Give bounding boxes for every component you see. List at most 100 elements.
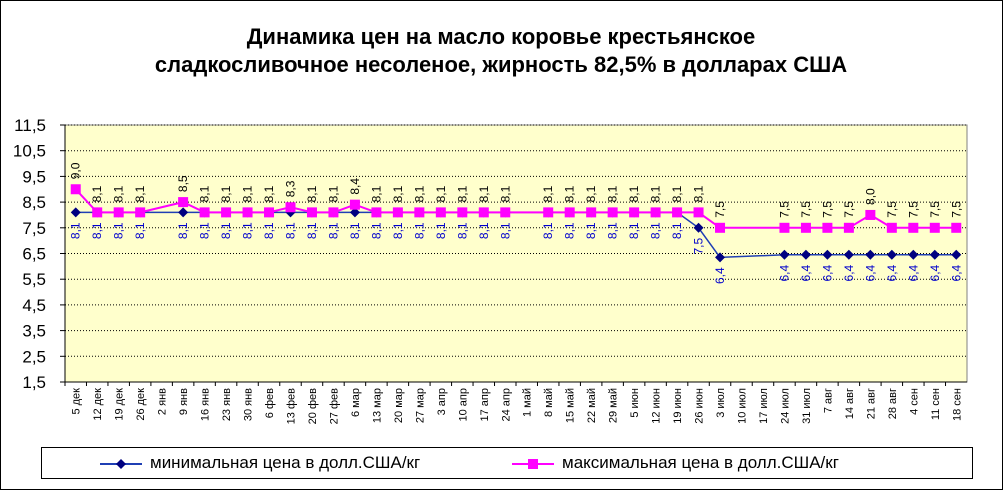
marker-max-price [328,207,339,218]
x-tick-label: 13 фев [286,388,298,424]
data-label-min-price: 6,4 [842,264,856,281]
marker-max-price [715,222,726,233]
data-label-max-price: 7,5 [928,201,942,218]
data-label-min-price: 6,4 [906,264,920,281]
y-tick-label: 1,5 [22,373,46,392]
marker-max-price [908,222,919,233]
marker-max-price [693,207,704,218]
data-label-max-price: 7,5 [885,201,899,218]
x-tick-label: 12 июн [651,388,663,424]
data-label-min-price: 6,4 [863,264,877,281]
x-tick-label: 24 июл [779,388,791,424]
y-tick-label: 11,5 [14,116,46,135]
data-label-min-price: 6,4 [777,264,791,281]
marker-min-price [822,249,833,260]
marker-max-price [564,207,575,218]
marker-max-price [951,222,962,233]
data-label-min-price: 8,1 [649,222,663,239]
data-label-min-price: 8,1 [284,222,298,239]
data-label-min-price: 8,1 [198,222,212,239]
marker-min-price [70,207,81,218]
marker-min-price [951,249,962,260]
data-label-min-price: 8,1 [391,222,405,239]
data-label-max-price: 8,1 [541,185,555,202]
data-label-min-price: 6,4 [949,264,963,281]
data-label-max-price: 8,1 [649,185,663,202]
x-tick-label: 4 сен [908,388,920,415]
marker-min-price [779,249,790,260]
data-label-min-price: 8,1 [348,222,362,239]
data-label-max-price: 9,0 [69,162,83,179]
data-label-min-price: 8,1 [176,222,190,239]
data-label-min-price: 6,4 [928,264,942,281]
x-tick-label: 11 сен [930,388,942,420]
y-tick-label: 5,5 [22,270,46,289]
data-label-max-price: 8,1 [692,185,706,202]
marker-max-price [264,207,275,218]
data-label-min-price: 8,1 [455,222,469,239]
marker-max-price [371,207,382,218]
x-tick-label: 27 мар [414,388,426,423]
data-label-min-price: 8,1 [627,222,641,239]
marker-max-price [500,207,511,218]
data-label-max-price: 8,1 [219,185,233,202]
data-label-max-price: 7,5 [906,201,920,218]
marker-max-price [478,207,489,218]
chart-title: Динамика цен на масло коровье крестьянск… [91,23,911,79]
data-label-max-price: 8,5 [176,175,190,192]
data-label-min-price: 8,1 [563,222,577,239]
data-label-min-price: 6,4 [820,264,834,281]
x-tick-label: 19 июн [672,388,684,424]
data-label-min-price: 8,1 [434,222,448,239]
data-label-max-price: 7,5 [713,201,727,218]
legend-swatch-max-icon [512,459,554,469]
marker-max-price [435,207,446,218]
data-label-max-price: 8,1 [563,185,577,202]
data-label-max-price: 8,4 [348,178,362,195]
data-label-max-price: 8,1 [412,185,426,202]
x-tick-label: 3 апр [436,388,448,415]
marker-max-price [629,207,640,218]
x-tick-label: 26 дек [135,388,147,421]
marker-max-price [349,199,360,210]
x-tick-label: 5 дек [71,388,83,415]
data-label-max-price: 8,1 [133,185,147,202]
marker-max-price [285,202,296,213]
chart-title-line-2: сладкосливочное несоленое, жирность 82,5… [154,52,848,77]
data-label-min-price: 8,1 [112,222,126,239]
marker-min-price [715,252,726,263]
data-label-min-price: 6,4 [885,264,899,281]
data-label-max-price: 7,5 [949,201,963,218]
data-label-min-price: 8,1 [219,222,233,239]
y-tick-label: 7,5 [22,219,46,238]
data-label-max-price: 8,1 [112,185,126,202]
data-label-min-price: 8,1 [305,222,319,239]
data-label-min-price: 8,1 [90,222,104,239]
data-label-max-price: 8,1 [477,185,491,202]
marker-max-price [457,207,468,218]
x-tick-label: 23 янв [221,388,233,421]
data-label-min-price: 6,4 [799,264,813,281]
data-label-max-price: 8,1 [369,185,383,202]
marker-max-price [242,207,253,218]
x-tick-label: 2 янв [157,388,169,415]
data-label-min-price: 8,1 [477,222,491,239]
marker-max-price [70,184,81,195]
x-tick-label: 20 фев [307,388,319,424]
data-label-max-price: 8,1 [326,185,340,202]
y-tick-label: 8,5 [22,193,46,212]
x-tick-label: 10 апр [457,388,469,421]
marker-max-price [113,207,124,218]
data-label-max-price: 8,1 [455,185,469,202]
marker-max-price [178,197,189,208]
data-label-max-price: 8,1 [606,185,620,202]
data-label-max-price: 8,1 [90,185,104,202]
data-label-min-price: 8,1 [584,222,598,239]
x-tick-label: 15 май [565,388,577,423]
x-tick-label: 21 авг [865,388,877,419]
x-tick-label: 20 мар [393,388,405,423]
data-label-max-price: 7,5 [820,201,834,218]
marker-max-price [607,207,618,218]
chart-title-line-1: Динамика цен на масло коровье крестьянск… [246,24,756,49]
